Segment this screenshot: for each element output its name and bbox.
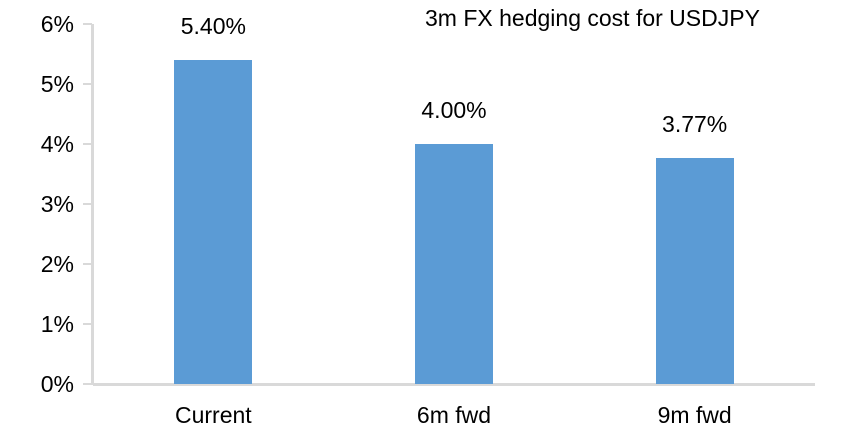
y-tick-mark (83, 23, 92, 25)
x-category-label: 9m fwd (657, 402, 732, 428)
chart-title: 3m FX hedging cost for USDJPY (425, 5, 760, 31)
y-tick-label: 6% (40, 11, 74, 37)
bar-value-label: 3.77% (662, 110, 728, 137)
y-tick-label: 5% (40, 71, 74, 97)
y-tick-label: 2% (40, 251, 74, 277)
y-tick-label: 1% (40, 311, 74, 337)
bar (415, 144, 493, 384)
bar-value-label: 4.00% (421, 97, 487, 123)
x-axis-line (93, 383, 815, 386)
y-axis-line (91, 24, 94, 385)
x-category-label: 6m fwd (416, 402, 492, 428)
y-tick-label: 0% (40, 371, 74, 397)
y-tick-mark (83, 203, 92, 205)
y-tick-mark (83, 143, 92, 145)
bar-value-label: 5.40% (180, 13, 246, 39)
bar (174, 60, 253, 384)
y-tick-mark (83, 383, 92, 385)
y-tick-label: 3% (40, 191, 74, 217)
y-tick-label: 4% (40, 131, 74, 157)
y-tick-mark (83, 323, 92, 325)
bar (655, 157, 734, 384)
y-tick-mark (83, 83, 92, 85)
x-category-label: Current (174, 402, 252, 428)
y-tick-mark (83, 263, 92, 265)
